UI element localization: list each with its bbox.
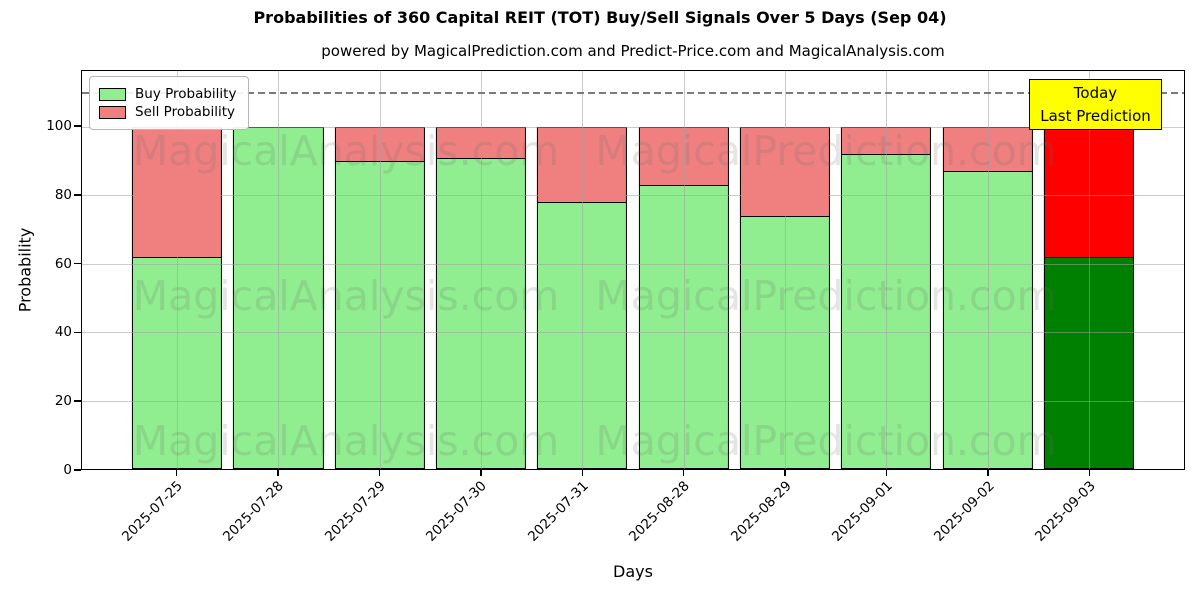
v-gridline [379,71,381,469]
chart-subtitle: powered by MagicalPrediction.com and Pre… [321,42,945,60]
annotation-line-2: Last Prediction [1040,106,1151,125]
y-tick-label: 80 [54,186,72,203]
x-tick-mark [175,470,178,476]
x-tick-mark [378,470,381,476]
y-tick-mark [74,125,81,127]
v-gridline [278,71,280,469]
chart-title: Probabilities of 360 Capital REIT (TOT) … [253,8,947,27]
y-tick-mark [74,194,81,196]
x-tick-mark [784,470,786,476]
v-gridline [683,71,685,469]
x-tick-label: 2025-08-29 [727,478,795,545]
y-tick-mark [74,331,81,334]
x-tick-label: 2025-07-31 [524,478,592,545]
x-tick-label: 2025-09-02 [930,478,998,545]
h-gridline [82,263,1184,265]
legend-item: Sell Probability [99,104,236,120]
x-axis-label: Days [613,562,653,581]
v-gridline [177,71,179,469]
legend-item: Buy Probability [99,86,236,102]
x-tick-mark [1088,470,1091,476]
y-tick-label: 0 [63,462,72,478]
threshold-dashed-line [82,92,1184,95]
y-tick-label: 60 [54,255,72,272]
x-tick-mark [581,470,583,476]
x-tick-mark [480,470,482,476]
plot-area: Buy Probability Sell Probability Today La… [81,70,1185,470]
v-gridline [1088,71,1090,469]
h-gridline [82,332,1184,334]
x-tick-label: 2025-09-01 [829,478,897,545]
v-gridline [481,71,483,469]
legend-swatch [99,105,126,119]
legend-item-label: Sell Probability [135,104,236,120]
h-gridline [82,126,1184,128]
annotation-line-1: Today [1073,84,1118,102]
y-tick-mark [74,262,81,265]
x-tick-label: 2025-07-28 [220,478,288,545]
legend-swatch [99,87,126,101]
v-gridline [784,71,786,469]
x-tick-label: 2025-08-28 [626,478,694,545]
legend-item-label: Buy Probability [135,86,237,102]
y-tick-label: 20 [54,393,72,410]
x-tick-label: 2025-07-30 [423,478,491,545]
x-tick-label: 2025-07-29 [321,478,389,545]
x-tick-mark [277,470,279,476]
today-annotation: Today Last Prediction [1029,79,1162,130]
y-tick-label: 40 [54,324,72,341]
x-tick-label: 2025-09-03 [1032,478,1099,545]
y-tick-label: 100 [46,118,72,134]
v-gridline [582,71,584,469]
legend: Buy Probability Sell Probability [89,76,250,130]
h-gridline [82,195,1184,197]
v-gridline [987,71,989,469]
h-gridline [82,400,1184,402]
y-tick-mark [74,469,81,471]
x-tick-mark [885,470,888,476]
x-tick-mark [682,470,685,476]
x-tick-mark [987,470,989,476]
y-tick-mark [74,400,81,402]
x-tick-label: 2025-07-25 [118,478,186,545]
v-gridline [886,71,888,469]
